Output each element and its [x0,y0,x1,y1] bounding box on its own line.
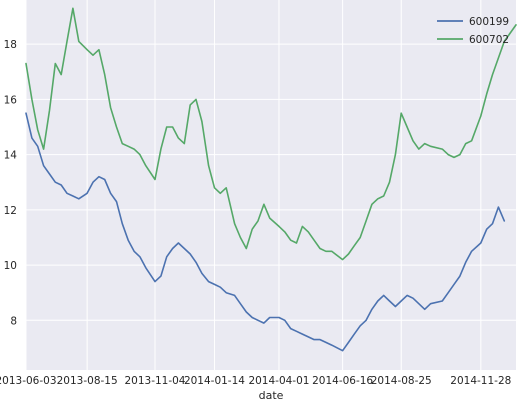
x-tick-label: 2014-01-14 [184,375,245,387]
x-tick-label: 2013-08-15 [57,375,118,387]
legend-label: 600199 [469,16,509,28]
series-lines [25,7,517,352]
x-tick-label: 2013-11-04 [124,375,185,387]
y-tick-label: 14 [4,150,18,162]
gridlines [25,0,516,370]
y-tick-label: 18 [4,39,17,51]
y-tick-labels: 8 10 12 14 16 18 [4,39,18,327]
y-tick-label: 12 [4,205,17,217]
x-tick-label: 2013-06-03 [0,375,57,387]
x-tick-label: 2014-11-28 [450,375,511,387]
x-tick-label: 2014-06-16 [312,375,373,387]
series-line-600199 [25,112,506,352]
series-line-600702 [25,7,517,261]
legend-label: 600702 [469,34,509,46]
y-tick-label: 16 [4,94,18,106]
x-tick-labels: 2013-06-03 2013-08-15 2013-11-042014-01-14… [0,375,511,387]
x-axis-label: date [259,389,284,402]
x-tick-label: 2014-04-01 [248,375,309,387]
y-tick-label: 10 [4,260,17,272]
x-tick-label: 2014-08-25 [371,375,432,387]
legend: 600199 600702 [437,16,509,46]
y-tick-label: 8 [10,315,17,327]
